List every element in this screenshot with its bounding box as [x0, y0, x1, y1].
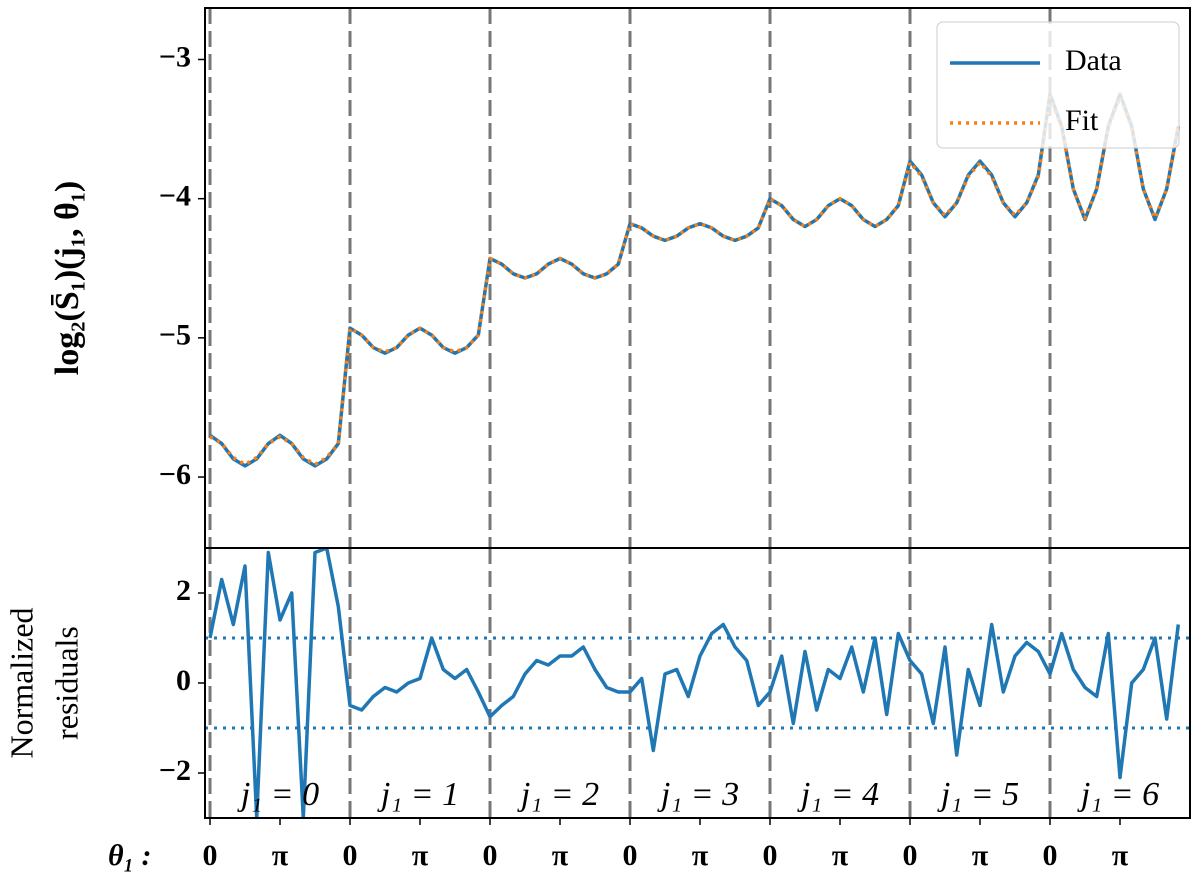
- block-label: j₁ = 3: [657, 776, 739, 813]
- block-label: j₁ = 0: [237, 776, 319, 813]
- legend: Data Fit: [936, 21, 1180, 149]
- block-label: j₁ = 6: [1077, 776, 1159, 813]
- axes-frame: [204, 547, 1191, 819]
- series-line: [209, 95, 1181, 467]
- x-tick-label: 0: [763, 839, 778, 872]
- block-label: j₁ = 5: [937, 776, 1019, 813]
- plot-area: [208, 8, 1181, 548]
- x-tick-label: π: [552, 839, 569, 872]
- x-tick-label: 0: [903, 839, 918, 872]
- y-tick-label: 0: [176, 664, 191, 697]
- x-tick-label: 0: [343, 839, 358, 872]
- x-tick-label: 0: [203, 839, 218, 872]
- block-label: j₁ = 4: [797, 776, 879, 813]
- x-tick-label: π: [1112, 839, 1129, 872]
- x-tick-label: 0: [623, 839, 638, 872]
- series-line: [208, 92, 1181, 468]
- x-tick-label: π: [272, 839, 289, 872]
- legend-box: [936, 21, 1180, 149]
- x-axis-label: θ₁ :: [108, 839, 152, 872]
- x-tick-label: 0: [1043, 839, 1058, 872]
- y-tick-label: −5: [159, 319, 191, 352]
- x-tick-label: π: [692, 839, 709, 872]
- y-tick-label: −4: [159, 180, 191, 213]
- legend-label: Fit: [1065, 104, 1099, 137]
- y-axis-label: residuals: [48, 626, 84, 740]
- y-axis-label: Normalized: [3, 607, 39, 758]
- x-tick-label: π: [972, 839, 989, 872]
- block-label: j₁ = 2: [517, 776, 599, 813]
- series-line: [208, 548, 1181, 818]
- plot-area: [205, 548, 1190, 818]
- block-label: j₁ = 1: [377, 776, 459, 813]
- x-tick-label: 0: [483, 839, 498, 872]
- y-tick-label: 2: [176, 574, 191, 607]
- y-tick-label: −3: [159, 40, 191, 73]
- y-tick-label: −6: [159, 458, 191, 491]
- x-tick-label: π: [412, 839, 429, 872]
- legend-label: Data: [1065, 44, 1122, 77]
- y-tick-label: −2: [159, 754, 191, 787]
- x-tick-label: π: [832, 839, 849, 872]
- y-axis-label: log₂(S̄₁)(j₁, θ₁): [49, 181, 86, 376]
